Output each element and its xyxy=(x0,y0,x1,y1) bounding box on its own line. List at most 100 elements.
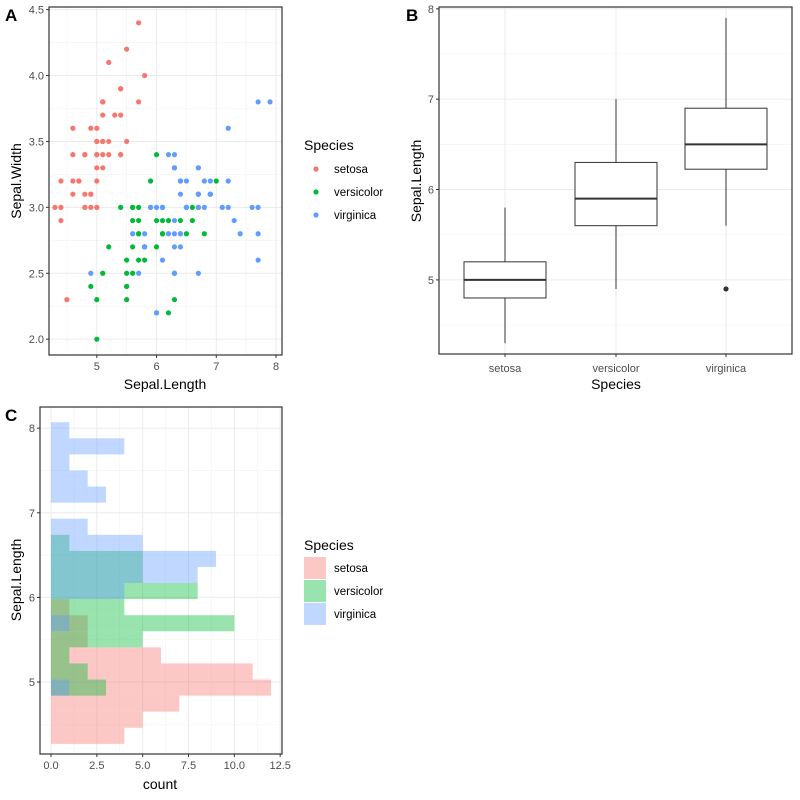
panel-a-point-virginica xyxy=(153,310,160,316)
panel-c-bar-versicolor xyxy=(51,534,70,551)
panel-b-tag: B xyxy=(406,6,418,25)
panel-c-bar-versicolor xyxy=(51,647,70,664)
panel-a-x-tick-label: 6 xyxy=(153,361,159,373)
panel-a-point-virginica xyxy=(255,99,261,105)
panel-c-y-tick-label: 6 xyxy=(29,592,35,604)
panel-b-y-tick-label: 5 xyxy=(428,275,434,287)
panel-a-point-versicolor xyxy=(159,231,166,237)
panel-a-legend-label-setosa: setosa xyxy=(334,164,368,176)
panel-a-legend-key-setosa xyxy=(313,166,319,172)
panel-a-point-virginica xyxy=(237,231,243,237)
panel-a-point-virginica xyxy=(171,152,178,158)
panel-c-bar-virginica xyxy=(51,566,198,584)
panel-a-point-virginica xyxy=(183,204,190,210)
panel-a-point-setosa xyxy=(94,204,100,210)
panel-a-point-setosa xyxy=(70,125,76,131)
panel-c-histogram: C 0.0 2.5 5.0 7.5 10.0 12.5 5 6 7 8 count Sepal.L… xyxy=(5,406,383,792)
panel-c-bar-versicolor xyxy=(51,679,106,696)
panel-b-x-tick-label: versicolor xyxy=(592,363,639,375)
panel-a-point-setosa xyxy=(136,20,142,26)
panel-a-point-versicolor xyxy=(177,217,184,224)
panel-c-tag: C xyxy=(5,406,17,425)
panel-a-point-versicolor xyxy=(136,217,142,224)
panel-a-point-virginica xyxy=(207,178,213,184)
panel-a-x-axis-title: Sepal.Length xyxy=(124,376,207,392)
panel-a-point-virginica xyxy=(195,191,201,197)
panel-c-y-tick-label: 8 xyxy=(29,423,35,435)
panel-a-point-versicolor xyxy=(141,257,148,263)
panel-c-x-tick-label: 10.0 xyxy=(224,760,245,772)
panel-c-bar-virginica xyxy=(51,615,70,632)
panel-a-x-tick-label: 5 xyxy=(94,361,100,373)
panel-c-bar-setosa xyxy=(51,647,161,664)
panel-a-point-setosa xyxy=(141,72,148,79)
panel-a-point-versicolor xyxy=(153,217,160,224)
panel-a-point-versicolor xyxy=(124,297,130,303)
panel-c-legend-title: Species xyxy=(304,537,354,553)
panel-a-legend-label-versicolor: versicolor xyxy=(334,187,383,199)
panel-a-point-setosa xyxy=(70,191,76,197)
panel-a-point-setosa xyxy=(58,217,64,224)
panel-a-point-virginica xyxy=(183,178,190,184)
panel-a-point-virginica xyxy=(201,178,207,184)
panel-a-point-setosa xyxy=(58,204,64,210)
panel-c-bar-setosa xyxy=(51,711,143,728)
panel-a-point-versicolor xyxy=(201,231,207,237)
panel-a-point-virginica xyxy=(177,191,184,197)
panel-a-point-virginica xyxy=(159,204,166,210)
panel-c-y-axis-title: Sepal.Length xyxy=(8,539,24,622)
panel-c-bar-virginica xyxy=(51,454,70,471)
panel-a-point-versicolor xyxy=(124,283,130,290)
panel-a-legend-title: Species xyxy=(304,137,354,153)
panel-a-point-virginica xyxy=(171,165,178,171)
panel-a-point-setosa xyxy=(88,204,94,210)
panel-a-legend-label-virginica: virginica xyxy=(334,210,377,222)
panel-a-point-setosa xyxy=(88,191,94,197)
panel-a-point-versicolor xyxy=(124,257,130,263)
panel-a-point-versicolor xyxy=(118,204,124,210)
panel-a-point-virginica xyxy=(267,99,273,105)
panel-a-legend-key-virginica xyxy=(313,212,319,218)
panel-a-point-versicolor xyxy=(147,178,154,184)
panel-c-bar-setosa xyxy=(51,599,70,616)
panel-a-point-versicolor xyxy=(183,231,190,237)
panel-c-legend-key-versicolor xyxy=(304,580,326,602)
panel-a-y-tick-label: 3.5 xyxy=(29,136,44,148)
panel-a-point-versicolor xyxy=(189,204,195,210)
panel-a-point-setosa xyxy=(118,112,124,118)
panel-c-legend-label-versicolor: versicolor xyxy=(334,586,383,598)
panel-a-legend-key-versicolor xyxy=(313,189,319,195)
panel-a-point-setosa xyxy=(100,165,106,171)
panel-a-point-versicolor xyxy=(124,270,130,276)
panel-a-point-versicolor xyxy=(100,270,106,276)
panel-b-box-virginica xyxy=(684,107,768,170)
panel-a-point-versicolor xyxy=(94,297,100,303)
panel-a-point-setosa xyxy=(94,125,100,131)
panel-a-point-versicolor xyxy=(213,178,219,184)
panel-a-point-virginica xyxy=(255,231,261,237)
panel-b-x-axis-title: Species xyxy=(591,376,641,392)
panel-a-point-virginica xyxy=(171,270,178,276)
panel-a-y-tick-label: 4.5 xyxy=(29,5,44,17)
panel-a-point-setosa xyxy=(100,99,106,105)
panel-a-point-setosa xyxy=(106,152,112,158)
panel-a-point-setosa xyxy=(64,297,70,303)
panel-c-x-tick-label: 5.0 xyxy=(135,760,150,772)
panel-a-point-versicolor xyxy=(165,217,172,224)
panel-c-legend: Species setosa versicolor virginica xyxy=(304,537,383,625)
panel-a-point-virginica xyxy=(136,270,142,276)
panel-a-point-setosa xyxy=(82,191,88,197)
panel-c-bar-setosa xyxy=(51,631,88,648)
panel-c-bar-setosa xyxy=(51,615,88,632)
panel-c-bar-virginica xyxy=(51,486,106,503)
panel-a-y-tick-label: 2.5 xyxy=(29,268,44,280)
panel-c-frame xyxy=(39,406,283,755)
panel-a-point-versicolor xyxy=(136,257,142,263)
panel-c-y-tick-label: 7 xyxy=(29,508,35,520)
panel-a-point-setosa xyxy=(124,46,130,52)
panel-c-bar-setosa xyxy=(51,663,253,680)
panel-b-x-tick-label: virginica xyxy=(706,363,747,375)
panel-a-point-setosa xyxy=(82,152,88,158)
panel-a-point-virginica xyxy=(171,231,178,237)
panel-c-legend-label-setosa: setosa xyxy=(334,563,368,575)
